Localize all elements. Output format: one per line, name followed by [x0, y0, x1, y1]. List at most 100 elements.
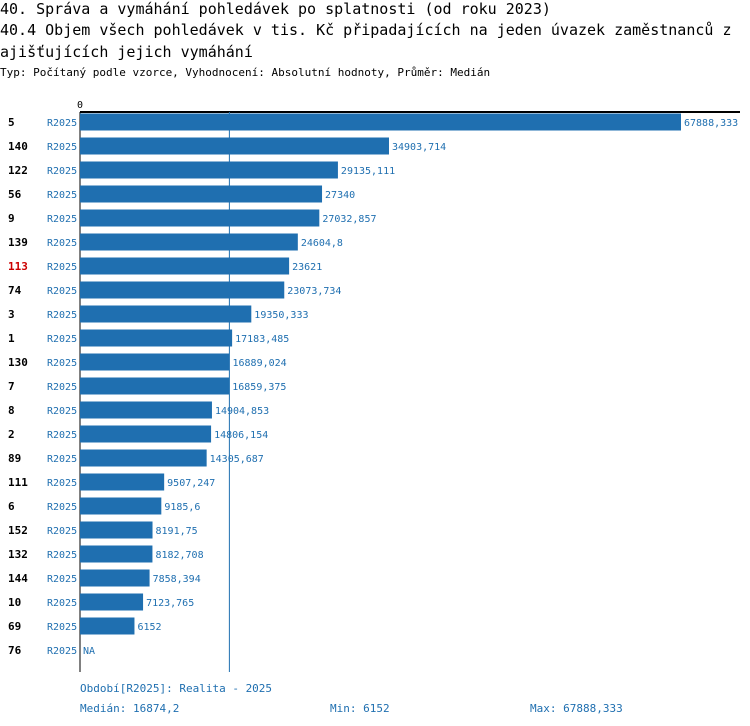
- bar: [80, 257, 290, 275]
- period-label: R2025: [47, 646, 77, 657]
- data-label: 23073,734: [287, 286, 341, 297]
- category-label: 69: [8, 620, 21, 633]
- period-label: R2025: [47, 214, 77, 225]
- category-label: 9: [8, 212, 15, 225]
- data-label: 24604,8: [301, 238, 343, 249]
- data-label: 9185,6: [164, 502, 200, 513]
- bar: [80, 113, 681, 131]
- category-label: 5: [8, 116, 15, 129]
- footer-period: Období[R2025]: Realita - 2025: [80, 682, 273, 695]
- bar: [80, 617, 135, 635]
- bar: [80, 449, 207, 467]
- bar: [80, 281, 285, 299]
- bar: [80, 329, 233, 347]
- category-label: 2: [8, 428, 15, 441]
- data-label: 16889,024: [233, 358, 287, 369]
- data-label: 16859,375: [232, 382, 286, 393]
- bar: [80, 569, 150, 587]
- category-label: 1: [8, 332, 15, 345]
- data-label: 29135,111: [341, 166, 395, 177]
- period-label: R2025: [47, 238, 77, 249]
- category-label: 152: [8, 524, 28, 537]
- category-label: 74: [8, 284, 22, 297]
- data-label: 9507,247: [167, 478, 215, 489]
- category-label: 6: [8, 500, 15, 513]
- period-label: R2025: [47, 430, 77, 441]
- bar: [80, 209, 320, 227]
- data-label: 14806,154: [214, 430, 268, 441]
- bar: [80, 161, 338, 179]
- period-label: R2025: [47, 622, 77, 633]
- footer-min: Min: 6152: [330, 702, 390, 715]
- period-label: R2025: [47, 454, 77, 465]
- period-label: R2025: [47, 286, 77, 297]
- period-label: R2025: [47, 550, 77, 561]
- footer-max: Max: 67888,333: [530, 702, 623, 715]
- data-label: 27032,857: [322, 214, 376, 225]
- category-label: 7: [8, 380, 15, 393]
- period-label: R2025: [47, 310, 77, 321]
- bar: [80, 305, 252, 323]
- data-label: 27340: [325, 190, 355, 201]
- bar: [80, 473, 165, 491]
- category-label: 122: [8, 164, 28, 177]
- chart-title: 40. Správa a vymáhání pohledávek po spla…: [0, 0, 551, 18]
- data-label: 14904,853: [215, 406, 269, 417]
- data-label: 6152: [137, 622, 161, 633]
- period-label: R2025: [47, 262, 77, 273]
- period-label: R2025: [47, 574, 77, 585]
- period-label: R2025: [47, 382, 77, 393]
- bar: [80, 521, 153, 539]
- data-label: 17183,485: [235, 334, 289, 345]
- footer-median: Medián: 16874,2: [80, 702, 180, 715]
- bar: [80, 593, 144, 611]
- category-label: 130: [8, 356, 28, 369]
- bar: [80, 545, 153, 563]
- period-label: R2025: [47, 526, 77, 537]
- x-tick-label: 0: [77, 100, 83, 111]
- period-label: R2025: [47, 166, 77, 177]
- bar: [80, 401, 212, 419]
- period-label: R2025: [47, 118, 77, 129]
- bar: [80, 353, 230, 371]
- category-label: 113: [8, 260, 28, 273]
- bar: [80, 137, 389, 155]
- category-label: 8: [8, 404, 15, 417]
- data-label: 19350,333: [254, 310, 308, 321]
- period-label: R2025: [47, 142, 77, 153]
- period-label: R2025: [47, 334, 77, 345]
- bar: [80, 425, 212, 443]
- category-label: 111: [8, 476, 28, 489]
- data-label: 34903,714: [392, 142, 446, 153]
- category-label: 76: [8, 644, 22, 657]
- chart-subtitle-line2: ajišťujících jejich vymáhání: [0, 43, 253, 61]
- data-label: 8182,708: [155, 550, 203, 561]
- category-label: 144: [8, 572, 28, 585]
- category-label: 89: [8, 452, 21, 465]
- period-label: R2025: [47, 190, 77, 201]
- bar: [80, 185, 323, 203]
- data-label: 7858,394: [153, 574, 201, 585]
- category-label: 132: [8, 548, 28, 561]
- bar: [80, 377, 230, 395]
- data-label: 8191,75: [156, 526, 198, 537]
- period-label: R2025: [47, 358, 77, 369]
- bar: [80, 497, 162, 515]
- data-label: 23621: [292, 262, 322, 273]
- period-label: R2025: [47, 406, 77, 417]
- period-label: R2025: [47, 598, 77, 609]
- data-label: 7123,765: [146, 598, 194, 609]
- category-label: 140: [8, 140, 28, 153]
- bar: [80, 233, 298, 251]
- category-label: 56: [8, 188, 22, 201]
- category-label: 139: [8, 236, 28, 249]
- period-label: R2025: [47, 502, 77, 513]
- data-label: NA: [83, 646, 95, 657]
- chart-subtitle-line1: 40.4 Objem všech pohledávek v tis. Kč př…: [0, 21, 732, 39]
- data-label: 67888,333: [684, 118, 738, 129]
- data-label: 14305,687: [210, 454, 264, 465]
- category-label: 3: [8, 308, 15, 321]
- chart-type-description: Typ: Počítaný podle vzorce, Vyhodnocení:…: [0, 66, 491, 79]
- category-label: 10: [8, 596, 21, 609]
